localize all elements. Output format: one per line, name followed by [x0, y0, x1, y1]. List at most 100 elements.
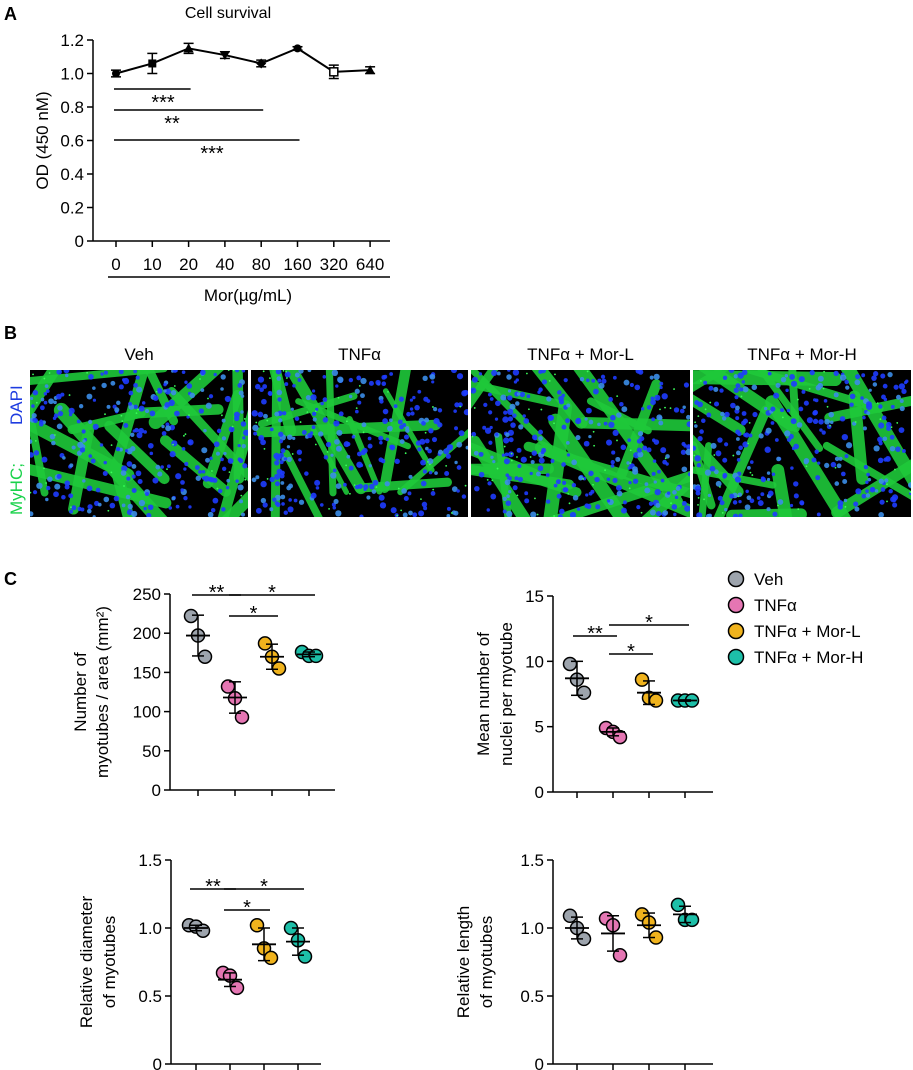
data-point — [576, 685, 592, 700]
legend-marker — [727, 570, 745, 588]
x-tick-label: 640 — [356, 255, 384, 274]
data-point — [612, 947, 628, 963]
data-point — [634, 672, 650, 687]
x-tick-label: 10 — [143, 255, 162, 274]
micrograph-title: TNFα — [338, 345, 381, 364]
panel-label-c: C — [4, 569, 17, 589]
micrograph-image — [30, 370, 248, 517]
y-axis-label: OD (450 nM) — [33, 91, 52, 189]
legend-label: TNFα — [754, 596, 797, 615]
micrograph-image — [471, 370, 690, 517]
y-tick-label: 0.2 — [60, 199, 84, 218]
data-point — [148, 59, 157, 68]
x-tick-label: 320 — [320, 255, 348, 274]
x-axis-label: Mor(µg/mL) — [204, 286, 292, 305]
data-point — [670, 897, 686, 913]
data-point — [263, 950, 279, 966]
legend: Veh TNFα TNFα + Mor-L TNFα + Mor-H — [727, 570, 863, 667]
y-tick-label: 0.8 — [60, 98, 84, 117]
data-point — [293, 44, 302, 53]
data-point — [562, 908, 578, 924]
panel-label-b: B — [4, 323, 17, 343]
micrograph-title: TNFα + Mor-L — [527, 345, 634, 364]
significance-label: ** — [587, 623, 603, 645]
legend-marker — [727, 622, 745, 640]
y-tick-label: 0 — [75, 232, 84, 251]
y-tick-label: 1.0 — [138, 919, 162, 938]
y-tick-label: 250 — [133, 585, 161, 604]
y-axis-label: nuclei per myotube — [497, 622, 516, 766]
legend-label: Veh — [754, 570, 783, 589]
data-point — [612, 729, 628, 745]
significance-label: ** — [164, 113, 180, 135]
legend-marker — [727, 596, 745, 614]
y-tick-label: 0.4 — [60, 165, 84, 184]
x-tick-label: 80 — [252, 255, 271, 274]
y-tick-label: 0 — [153, 1055, 162, 1070]
significance-label: * — [268, 582, 276, 604]
y-tick-label: 10 — [525, 652, 544, 671]
data-point — [229, 980, 245, 996]
significance-label: * — [250, 603, 258, 625]
data-point — [256, 58, 267, 69]
y-axis-label: myotubes / area (mm²) — [93, 606, 112, 778]
y-axis-label: Relative length — [454, 906, 473, 1018]
micrograph-title: Veh — [124, 345, 153, 364]
legend-label: TNFα + Mor-L — [754, 622, 861, 641]
stain-label-myhc: MyHC; — [7, 463, 26, 515]
data-point — [257, 636, 273, 651]
y-axis-label: Relative diameter — [77, 896, 96, 1029]
x-tick-label: 160 — [283, 255, 311, 274]
myotube-length-chart: 0 0.5 1.0 1.5 Relative length of myotubes — [454, 851, 713, 1070]
x-tick-label: 0 — [111, 255, 120, 274]
data-point — [197, 649, 213, 664]
legend-label: TNFα + Mor-H — [754, 648, 863, 667]
y-tick-label: 15 — [525, 587, 544, 606]
y-axis-label: Mean number of — [474, 632, 493, 756]
series-line — [115, 47, 371, 75]
panel-label-a: A — [4, 4, 17, 24]
significance-label: ** — [209, 582, 225, 604]
y-tick-label: 1.0 — [60, 65, 84, 84]
data-point — [219, 51, 230, 61]
y-axis-label: Number of — [71, 652, 90, 732]
micrograph-image — [693, 370, 911, 517]
y-tick-label: 100 — [133, 703, 161, 722]
data-point — [329, 67, 339, 77]
chart-title: Cell survival — [185, 5, 271, 22]
y-axis-label: of myotubes — [477, 916, 496, 1009]
y-tick-label: 1.5 — [520, 851, 544, 870]
y-tick-label: 5 — [535, 718, 544, 737]
myotube-count-chart: 0 50 100 150 200 250 Number of myotubes / area … — [71, 582, 335, 800]
significance-label: * — [260, 876, 268, 898]
y-tick-label: 1.2 — [60, 31, 84, 50]
y-tick-label: 150 — [133, 663, 161, 682]
data-point — [365, 65, 376, 75]
data-point — [249, 918, 265, 933]
stain-label-dapi: DAPI — [7, 385, 26, 425]
data-point — [297, 949, 313, 964]
cell-survival-chart: Cell survival 0 0.2 0.4 0.6 0.8 1.0 1.2 OD (450 … — [33, 5, 390, 305]
data-point — [562, 656, 578, 672]
significance-label: * — [627, 641, 635, 663]
y-tick-label: 0.5 — [138, 987, 162, 1006]
y-tick-label: 0 — [535, 783, 544, 802]
y-tick-label: 200 — [133, 624, 161, 643]
data-point — [183, 608, 199, 624]
x-tick-label: 40 — [215, 255, 234, 274]
data-point — [112, 69, 120, 78]
micrograph-image — [251, 370, 468, 517]
y-tick-label: 0 — [535, 1055, 544, 1070]
y-tick-label: 0.5 — [520, 987, 544, 1006]
y-tick-label: 1.5 — [138, 851, 162, 870]
microscopy-panel: MyHC; DAPI Veh TNFα TNFα + Mor-L TNFα + Mor… — [7, 345, 911, 517]
y-tick-label: 50 — [142, 742, 161, 761]
data-point — [183, 43, 194, 53]
significance-label: *** — [200, 143, 224, 165]
x-tick-label: 20 — [179, 255, 198, 274]
micrograph-title: TNFα + Mor-H — [747, 345, 856, 364]
y-tick-label: 0.6 — [60, 132, 84, 151]
